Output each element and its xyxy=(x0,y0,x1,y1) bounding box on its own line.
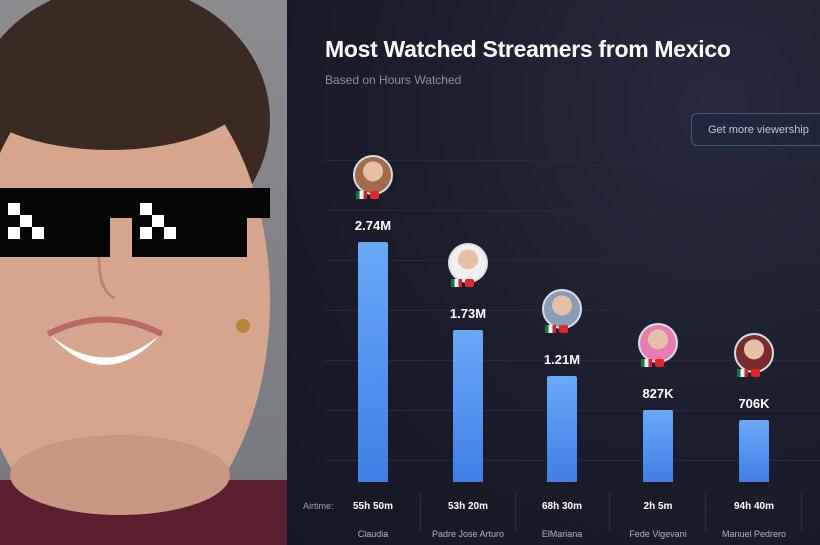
youtube-icon xyxy=(751,369,760,377)
platform-flags xyxy=(451,279,474,289)
airtime-value: 53h 20m xyxy=(447,501,489,512)
mexico-flag-icon xyxy=(451,279,462,287)
gridline xyxy=(325,210,820,211)
bar-4 xyxy=(643,410,673,482)
streamer-avatar[interactable] xyxy=(353,155,393,195)
bar-2 xyxy=(453,330,483,482)
mexico-flag-icon xyxy=(356,191,367,199)
column-separator xyxy=(609,492,610,532)
youtube-icon xyxy=(465,279,474,287)
mexico-flag-icon xyxy=(641,359,652,367)
platform-flags xyxy=(641,359,664,369)
streamer-avatar[interactable] xyxy=(638,323,678,363)
column-separator xyxy=(515,492,516,532)
column-separator xyxy=(420,492,421,532)
streamer-name: Padre Jose Arturo xyxy=(431,529,505,539)
bar-5 xyxy=(739,420,769,482)
bar-value-label: 1.73M xyxy=(449,306,487,321)
gridline xyxy=(325,260,820,261)
platform-flags xyxy=(737,369,760,379)
streamer-name: Manuel Pedrero xyxy=(721,529,787,539)
streamer-name: ElMariana xyxy=(541,529,583,539)
youtube-icon xyxy=(559,325,568,333)
bar-1 xyxy=(358,242,388,482)
bar-3 xyxy=(547,376,577,482)
chart-title: Most Watched Streamers from Mexico xyxy=(325,36,731,62)
streamer-avatar[interactable] xyxy=(734,333,774,373)
mexico-flag-icon xyxy=(737,369,748,377)
chart-subtitle: Based on Hours Watched xyxy=(325,73,462,87)
chart-panel: Most Watched Streamers from Mexico Based… xyxy=(287,0,820,545)
airtime-value: 2h 5m xyxy=(643,501,673,512)
streamer-avatar[interactable] xyxy=(542,289,582,329)
gridline xyxy=(325,360,820,361)
bar-value-label: 706K xyxy=(738,396,770,411)
platform-flags xyxy=(356,191,379,201)
column-separator xyxy=(801,492,802,532)
airtime-value: 68h 30m xyxy=(541,501,583,512)
pixel-sunglasses-icon xyxy=(0,188,270,257)
portrait-photo xyxy=(0,0,287,545)
column-separator xyxy=(705,492,706,532)
airtime-label: Airtime: xyxy=(303,501,334,511)
youtube-icon xyxy=(370,191,379,199)
airtime-value: 55h 50m xyxy=(352,501,394,512)
get-viewership-button[interactable]: Get more viewership xyxy=(691,113,820,146)
platform-flags xyxy=(545,325,568,335)
youtube-icon xyxy=(655,359,664,367)
bar-value-label: 2.74M xyxy=(354,218,392,233)
streamer-name: Fede Vigevani xyxy=(629,529,687,539)
mexico-flag-icon xyxy=(545,325,556,333)
streamer-avatar[interactable] xyxy=(448,243,488,283)
airtime-value: 94h 40m xyxy=(733,501,775,512)
gridline xyxy=(325,160,820,161)
bar-value-label: 1.21M xyxy=(543,352,581,367)
bar-value-label: 827K xyxy=(642,386,674,401)
streamer-name: Claudia xyxy=(357,529,389,539)
portrait-illustration xyxy=(0,0,287,545)
